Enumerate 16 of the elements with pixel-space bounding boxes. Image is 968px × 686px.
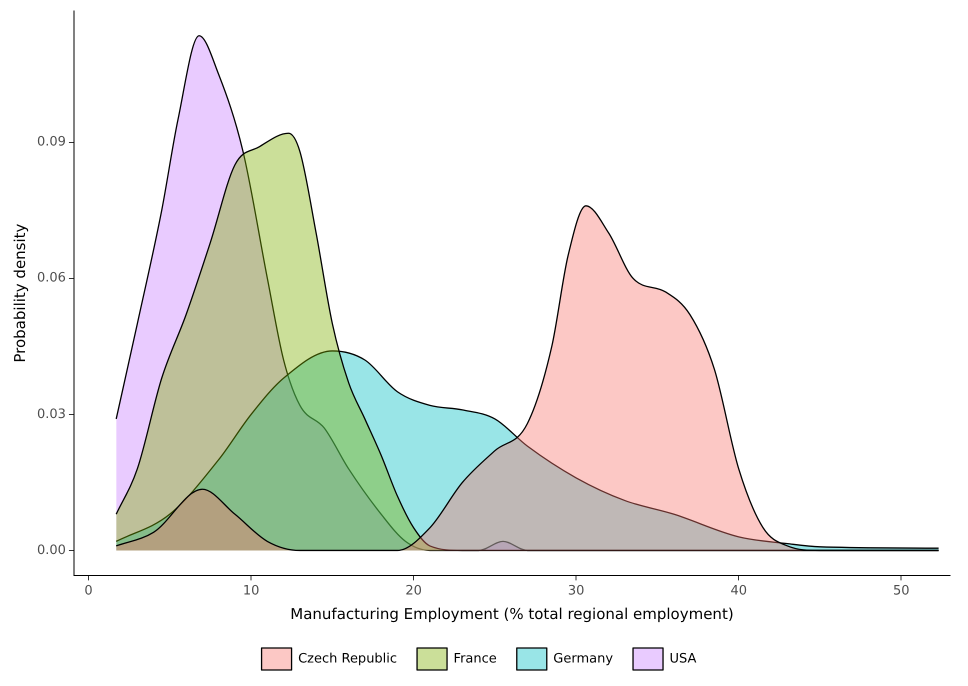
y-tick-label: 0.09 bbox=[36, 134, 66, 150]
x-tick-label: 0 bbox=[84, 584, 93, 599]
y-tick-label: 0.00 bbox=[36, 542, 66, 558]
x-axis-title: Manufacturing Employment (% total regional employment) bbox=[290, 604, 734, 623]
legend-label: France bbox=[454, 651, 497, 666]
x-tick-label: 50 bbox=[892, 584, 910, 599]
y-tick-label: 0.03 bbox=[36, 406, 66, 422]
x-tick-label: 20 bbox=[405, 584, 422, 599]
x-tick-label: 40 bbox=[730, 584, 747, 599]
legend-label: USA bbox=[670, 651, 697, 666]
legend-label: Germany bbox=[553, 651, 614, 666]
x-tick-label: 30 bbox=[568, 584, 584, 599]
y-tick-label: 0.06 bbox=[36, 270, 66, 286]
x-tick-label: 10 bbox=[242, 584, 260, 599]
legend-label: Czech Republic bbox=[298, 651, 398, 666]
y-axis-title: Probability density bbox=[10, 223, 29, 363]
